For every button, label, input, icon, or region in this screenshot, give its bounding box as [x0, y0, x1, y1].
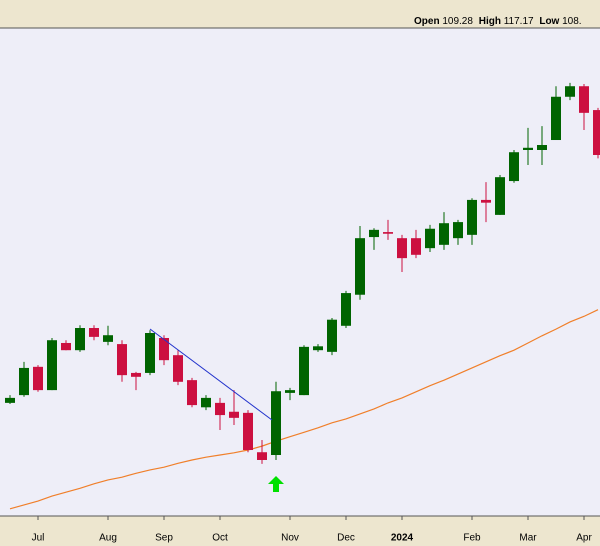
- candle-body: [173, 355, 183, 382]
- header-value: 108.: [562, 16, 581, 27]
- candle-body: [509, 152, 519, 182]
- candle-body: [383, 232, 393, 234]
- x-tick-label: Oct: [212, 533, 228, 544]
- marks: [5, 82, 600, 510]
- header-value: 117.17: [504, 16, 534, 27]
- candle-body: [187, 380, 197, 406]
- x-tick-label: Mar: [519, 533, 537, 544]
- trend-line: [149, 328, 273, 421]
- candle-body: [257, 452, 267, 460]
- candle-body: [341, 293, 351, 326]
- candle-body: [5, 397, 15, 403]
- x-tick-label: Nov: [281, 533, 299, 544]
- candle-body: [313, 346, 323, 351]
- candle-body: [495, 177, 505, 215]
- candle-body: [103, 335, 113, 342]
- candle-body: [481, 199, 491, 203]
- axis-band: [0, 516, 600, 546]
- candle-body: [327, 319, 337, 352]
- candle-body: [397, 238, 407, 259]
- candle-body: [537, 145, 547, 150]
- x-tick-label: Dec: [337, 533, 355, 544]
- candle-body: [243, 412, 253, 451]
- header-value: 109.28: [442, 16, 473, 27]
- x-tick-label: Sep: [155, 533, 173, 544]
- x-tick-label: Jul: [32, 533, 45, 544]
- candle-body: [61, 342, 71, 351]
- candle-body: [579, 86, 589, 113]
- candle-body: [145, 333, 155, 373]
- header-label: Low: [539, 16, 559, 27]
- candle-body: [593, 110, 600, 155]
- ohlc-header: Open 109.28 High 117.17 Low 108.: [414, 16, 582, 27]
- candle-body: [355, 238, 365, 295]
- x-tick-label: Aug: [99, 533, 117, 544]
- candle-body: [229, 411, 239, 418]
- x-tick-label: Feb: [463, 533, 481, 544]
- candle-body: [551, 96, 561, 141]
- candle-body: [271, 391, 281, 455]
- header-band: [0, 0, 600, 28]
- candle-body: [201, 397, 211, 408]
- plot-area: [0, 28, 600, 516]
- candle-body: [439, 223, 449, 245]
- candle-body: [453, 222, 463, 239]
- candle-body: [411, 238, 421, 255]
- candle-body: [117, 344, 127, 376]
- candle-body: [467, 199, 477, 235]
- candle-body: [215, 402, 225, 416]
- signal-arrow: [268, 476, 284, 492]
- x-tick-label: Apr: [576, 533, 592, 544]
- candle-body: [285, 390, 295, 393]
- candle-body: [425, 228, 435, 249]
- candle-body: [47, 340, 57, 391]
- x-tick-label: 2024: [391, 533, 414, 544]
- header-label: High: [479, 16, 501, 27]
- candle-body: [299, 346, 309, 396]
- candle-body: [19, 367, 29, 396]
- candle-body: [523, 147, 533, 150]
- moving-average: [9, 309, 599, 510]
- candle-body: [369, 229, 379, 238]
- candle-body: [159, 337, 169, 361]
- candle-body: [75, 328, 85, 351]
- candle-body: [33, 366, 43, 391]
- candle-body: [565, 86, 575, 97]
- candle-body: [131, 372, 141, 377]
- candle-body: [89, 328, 99, 337]
- header-label: Open: [414, 16, 440, 27]
